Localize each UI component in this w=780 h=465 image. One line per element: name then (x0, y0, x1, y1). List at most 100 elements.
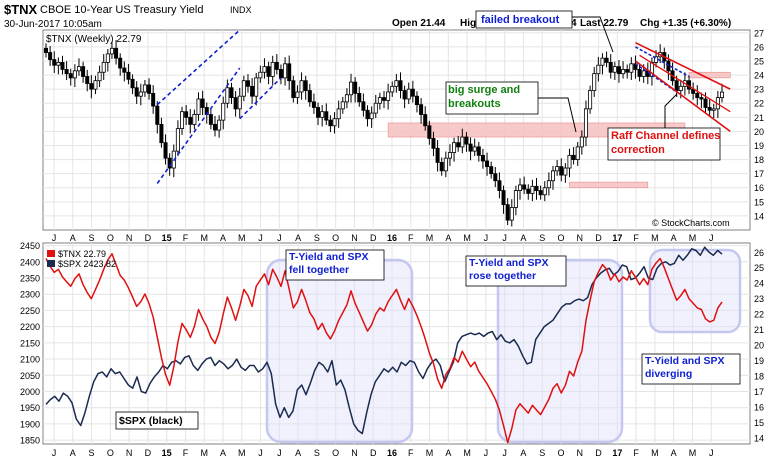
candle-body (233, 97, 238, 110)
price-x-tick: D (370, 233, 377, 243)
comparison-x-tick: J (709, 448, 714, 458)
rising-channel-upper (156, 30, 241, 106)
price-x-tick: D (595, 233, 602, 243)
candle-body (575, 146, 580, 160)
spx-y-tick: 2200 (20, 322, 40, 332)
spx-y-tick: 2250 (20, 306, 40, 316)
tnx-y-tick: 25 (754, 263, 764, 273)
price-y-tick: 26 (754, 42, 764, 52)
price-candles (44, 40, 725, 227)
candle-body (641, 70, 646, 77)
candle-body (629, 63, 634, 73)
candle-body (299, 80, 304, 93)
candle-body (443, 157, 448, 172)
legend-swatch-spx (47, 260, 55, 267)
annotation-fell-together: T-Yield and SPX fell together (285, 249, 385, 281)
candle-body (122, 67, 127, 73)
candle-body (616, 66, 621, 75)
comparison-x-tick: M (426, 448, 434, 458)
comparison-x-tick: N (126, 448, 133, 458)
comparison-x-tick: M (238, 448, 246, 458)
candle-body (596, 64, 601, 75)
price-legend: $TNX (Weekly) 22.79 (46, 34, 142, 45)
candle-body (237, 95, 242, 110)
price-x-tick: N (351, 233, 358, 243)
candle-body (703, 98, 708, 108)
candle-body (151, 92, 156, 107)
candle-body (291, 80, 296, 99)
price-y-tick: 18 (754, 155, 764, 165)
annotation-rose-together: T-Yield and SPX rose together (465, 255, 567, 287)
price-x-axis: J A S O N D 15 F M A M J J A S O N D 16 F M A M J J A S O N D 17 F M A M J (52, 233, 714, 243)
candle-body (311, 101, 316, 108)
highlight-boxes (265, 248, 742, 444)
candle-body (97, 71, 102, 82)
candle-body (357, 92, 362, 103)
candle-body (414, 95, 419, 106)
candle-body (509, 207, 514, 221)
instrument-name: CBOE 10-Year US Treasury Yield (40, 4, 203, 16)
raff-channel-lower (634, 60, 731, 133)
candle-body (64, 69, 69, 75)
comparison-x-tick: O (107, 448, 114, 458)
candle-body (81, 66, 86, 77)
tnx-y-tick: 19 (754, 356, 764, 366)
candle-body (559, 166, 564, 176)
candle-body (410, 88, 415, 97)
candle-body (105, 53, 110, 63)
tnx-y-tick: 15 (754, 418, 764, 428)
candle-body (666, 60, 671, 72)
spx-y-tick: 2450 (20, 241, 40, 251)
candle-body (612, 66, 617, 73)
comparison-x-tick: S (89, 448, 95, 458)
candle-body (435, 147, 440, 163)
svg-text:$SPX (black): $SPX (black) (119, 415, 183, 427)
candle-body (332, 118, 337, 127)
comparison-x-tick: 17 (612, 448, 622, 458)
price-x-tick: M (238, 233, 246, 243)
candle-body (76, 66, 81, 72)
price-y-axis: 14 15 16 17 18 19 20 21 22 23 24 25 26 27 (754, 28, 764, 221)
candle-body (283, 63, 288, 79)
candle-body (530, 185, 535, 194)
candle-body (472, 146, 477, 152)
candle-body (221, 102, 226, 121)
price-x-tick: A (520, 233, 526, 243)
spx-y-tick: 2400 (20, 257, 40, 267)
comparison-x-tick: D (370, 448, 377, 458)
annotation-diverging: T-Yield and SPX diverging (641, 353, 741, 385)
comparison-x-tick: M (651, 448, 659, 458)
candle-body (637, 69, 642, 77)
comparison-x-tick: J (502, 448, 507, 458)
candle-body (225, 87, 230, 104)
candle-body (250, 85, 255, 97)
trend-lines (156, 30, 731, 184)
price-x-tick: A (445, 233, 451, 243)
candle-body (229, 87, 234, 99)
candle-body (592, 73, 597, 91)
candle-body (390, 85, 395, 93)
price-x-tick: J (484, 233, 489, 243)
spx-y-tick: 1850 (20, 436, 40, 446)
spx-series-line (45, 246, 723, 435)
candle-body (159, 123, 164, 144)
legend-tnx: $TNX 22.79 (58, 249, 106, 259)
comparison-x-tick: M (463, 448, 471, 458)
price-x-tick: J (277, 233, 282, 243)
low-fragment: 4 (571, 18, 577, 29)
candle-body (68, 73, 73, 79)
candle-body (526, 188, 531, 194)
candle-body (551, 170, 556, 182)
candle-body (270, 61, 275, 77)
price-y-tick: 16 (754, 183, 764, 193)
candle-body (118, 57, 123, 69)
raff-channel-mid (639, 54, 731, 113)
price-x-tick: 16 (387, 233, 397, 243)
comparison-x-tick: N (351, 448, 358, 458)
candle-body (678, 85, 683, 91)
candle-body (307, 90, 312, 103)
price-y-tick: 15 (754, 197, 764, 207)
candle-body (398, 80, 403, 91)
comparison-x-tick: A (70, 448, 76, 458)
